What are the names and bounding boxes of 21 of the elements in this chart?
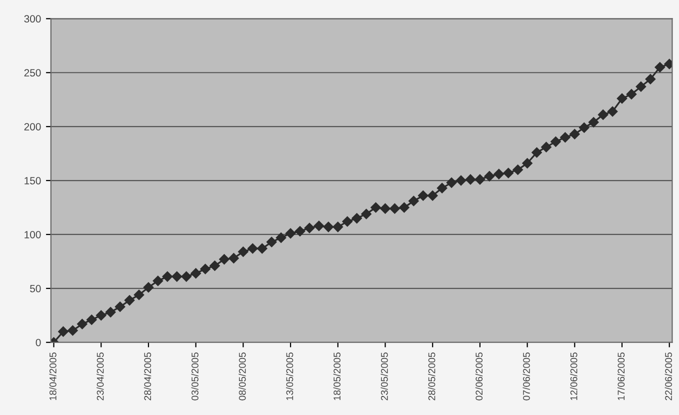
x-tick-label: 17/06/2005 bbox=[617, 352, 625, 400]
y-tick-label: 50 bbox=[30, 284, 41, 292]
x-tick-label: 18/05/2005 bbox=[333, 352, 340, 400]
y-tick-label: 200 bbox=[24, 123, 41, 130]
x-tick-label: 23/04/2005 bbox=[96, 352, 104, 400]
x-tick-label: 18/04/2005 bbox=[49, 352, 56, 400]
y-tick-label: 0 bbox=[36, 338, 41, 346]
x-tick-label: 03/05/2005 bbox=[191, 352, 198, 400]
x-tick-label: 13/05/2005 bbox=[286, 352, 294, 400]
x-tick-label: 02/06/2005 bbox=[475, 352, 483, 400]
x-tick-label: 28/04/2005 bbox=[144, 352, 152, 400]
x-tick-label: 08/05/2005 bbox=[238, 352, 246, 400]
x-tick-label: 07/06/2005 bbox=[522, 352, 530, 400]
y-tick-label: 300 bbox=[24, 15, 41, 23]
x-tick-label: 22/06/2005 bbox=[664, 352, 672, 400]
x-tick-label: 12/06/2005 bbox=[570, 352, 578, 400]
x-tick-label: 23/05/2005 bbox=[380, 352, 388, 400]
x-tick-label: 28/05/2005 bbox=[428, 352, 436, 400]
y-tick-label: 250 bbox=[24, 69, 41, 76]
y-tick-label: 150 bbox=[24, 177, 41, 184]
y-tick-label: 100 bbox=[24, 230, 41, 238]
